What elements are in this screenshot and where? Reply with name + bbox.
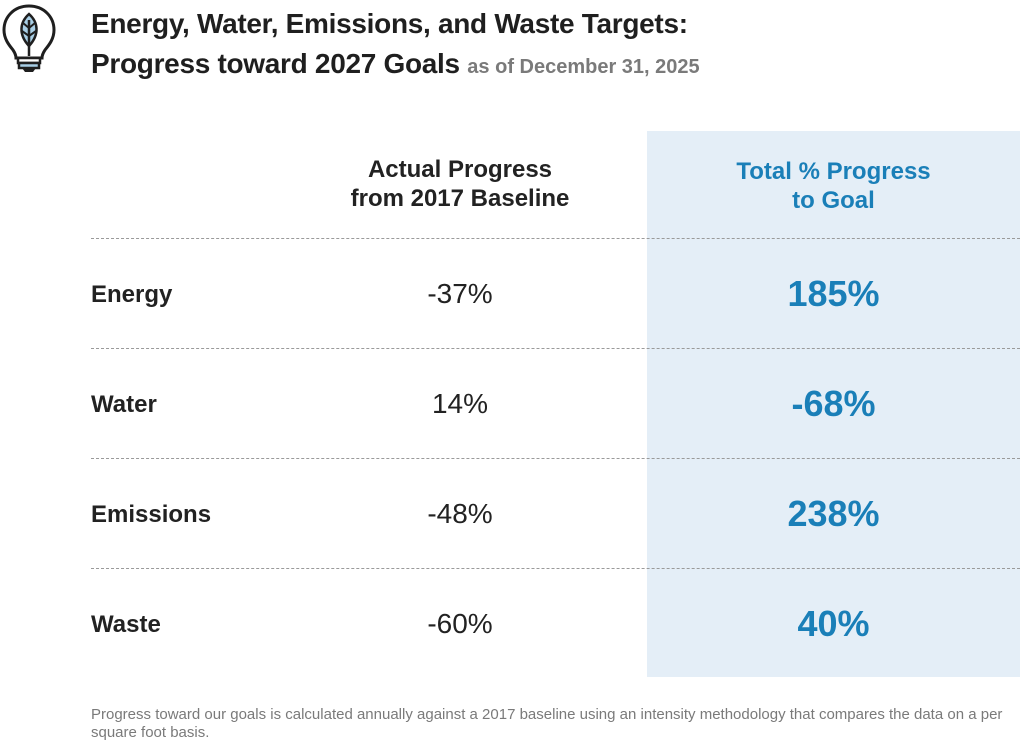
row-total-progress: 238% bbox=[787, 493, 880, 534]
as-of-date: as of December 31, 2025 bbox=[467, 56, 700, 78]
row-divider bbox=[91, 458, 1020, 459]
row-actual-progress: 14% bbox=[431, 388, 489, 419]
column-header-total-line-1: Total % Progress bbox=[736, 158, 931, 185]
column-header-actual-progress: Actual Progress from 2017 Baseline bbox=[300, 155, 620, 213]
title-line-1: Energy, Water, Emissions, and Waste Targ… bbox=[91, 8, 688, 39]
row-label: Waste bbox=[91, 611, 161, 638]
row-total-progress: 40% bbox=[797, 603, 870, 644]
row-divider bbox=[91, 568, 1020, 569]
title-line-2: Progress toward 2027 Goals as of Decembe… bbox=[91, 44, 700, 87]
title-line-2-text: Progress toward 2027 Goals bbox=[91, 48, 460, 79]
column-header-total-line-2: to Goal bbox=[792, 187, 875, 214]
footnote: Progress toward our goals is calculated … bbox=[91, 706, 1003, 741]
column-header-total-progress: Total % Progress to Goal bbox=[647, 157, 1020, 215]
row-divider bbox=[91, 348, 1020, 349]
row-divider bbox=[91, 238, 1020, 239]
column-header-actual-line-1: Actual Progress bbox=[367, 156, 553, 183]
column-header-actual-line-2: from 2017 Baseline bbox=[350, 185, 570, 212]
row-actual-progress: -37% bbox=[427, 278, 493, 309]
row-label: Emissions bbox=[91, 501, 212, 528]
row-total-progress: -68% bbox=[791, 383, 876, 424]
lightbulb-leaf-icon bbox=[2, 4, 56, 72]
row-label: Water bbox=[91, 391, 157, 418]
total-progress-column-background bbox=[647, 131, 1020, 677]
row-total-progress: 185% bbox=[787, 273, 880, 314]
row-actual-progress: -60% bbox=[427, 608, 493, 639]
page-title: Energy, Water, Emissions, and Waste Targ… bbox=[91, 4, 700, 87]
row-actual-progress: -48% bbox=[427, 498, 493, 529]
row-label: Energy bbox=[91, 281, 173, 308]
